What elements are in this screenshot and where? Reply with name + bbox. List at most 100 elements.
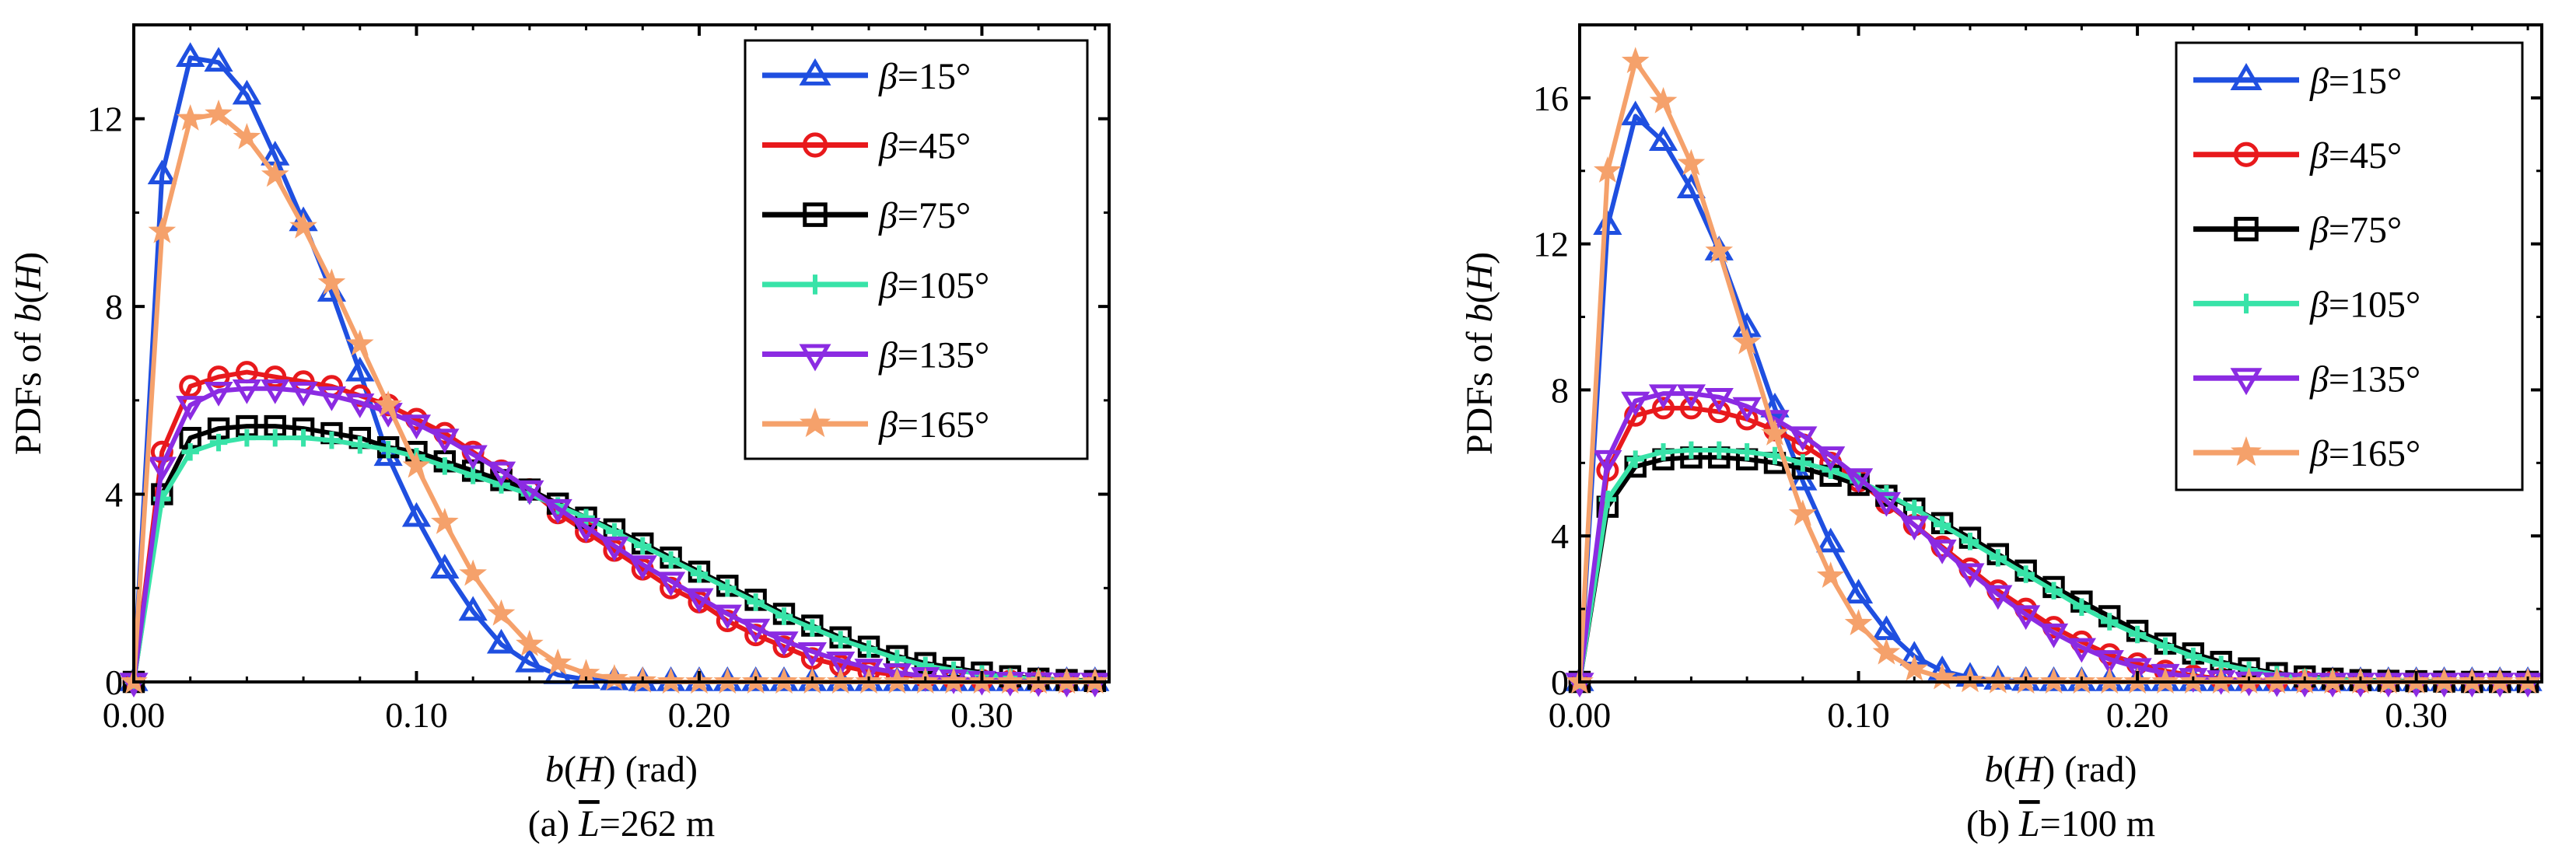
data-point <box>854 659 884 683</box>
data-point <box>628 555 657 581</box>
legend-item-5: β=165° <box>762 404 989 446</box>
data-point <box>431 508 459 534</box>
data-point <box>289 212 317 239</box>
data-point <box>543 498 572 524</box>
data-point <box>317 268 346 295</box>
legend-marker <box>2231 436 2262 467</box>
data-point <box>458 445 488 470</box>
x-tick-label: 0.30 <box>950 695 1013 735</box>
data-point <box>1705 236 1734 264</box>
x-tick-label: 0.10 <box>1827 695 1890 735</box>
data-point <box>1955 563 1985 589</box>
data-point <box>826 652 856 676</box>
legend-marker <box>2230 368 2263 396</box>
data-point <box>1989 549 2007 567</box>
data-point <box>458 596 488 621</box>
legend-item-2: β=75° <box>2193 210 2402 251</box>
data-point <box>207 365 230 389</box>
data-point <box>1984 666 2012 694</box>
data-point <box>882 663 912 688</box>
data-point <box>233 123 261 150</box>
y-tick-label: 0 <box>1551 662 1569 702</box>
data-point <box>775 607 793 625</box>
data-point <box>690 565 709 583</box>
data-point <box>2123 658 2152 683</box>
legend-box <box>2175 41 2524 491</box>
data-point <box>1816 561 1845 589</box>
data-point <box>1679 397 1703 420</box>
data-point <box>1760 392 1790 418</box>
data-point <box>205 99 233 126</box>
data-point <box>544 648 572 676</box>
data-point <box>181 443 199 461</box>
x-tick-label: 0.10 <box>385 695 448 735</box>
data-point <box>600 537 629 561</box>
legend-item-0: β=15° <box>2193 61 2402 102</box>
data-point <box>1843 468 1874 494</box>
data-point <box>1593 210 1622 235</box>
data-point <box>1707 400 1731 424</box>
data-point <box>1735 407 1759 431</box>
data-point <box>1843 579 1874 604</box>
data-point <box>1788 426 1818 452</box>
data-point <box>147 159 177 184</box>
y-tick-label: 8 <box>105 287 123 327</box>
data-point <box>176 103 205 131</box>
data-point <box>1761 419 1789 446</box>
x-tick-label: 0.20 <box>668 695 731 735</box>
data-point <box>656 572 686 597</box>
data-point <box>801 614 824 637</box>
y-tick-label: 4 <box>1551 516 1569 556</box>
data-point <box>1899 516 1929 541</box>
data-point <box>1677 149 1706 176</box>
data-point <box>289 381 318 407</box>
data-point <box>204 47 233 72</box>
data-point <box>266 428 284 447</box>
data-point <box>712 604 742 630</box>
data-point <box>1983 585 2013 610</box>
y-axis-label: PDFs of b(H) <box>1459 252 1500 455</box>
data-point <box>261 160 289 187</box>
data-point <box>264 414 286 438</box>
data-point <box>1847 474 1870 496</box>
data-point <box>2073 598 2091 617</box>
legend-label: β=135° <box>2309 358 2420 400</box>
x-axis-label: b(H) (rad) <box>545 749 698 790</box>
data-point <box>684 588 714 614</box>
data-point <box>1704 388 1734 413</box>
legend-item-0: β=15° <box>762 56 971 97</box>
data-point <box>857 635 880 658</box>
plot-frame <box>1578 23 2543 683</box>
data-point <box>831 631 849 648</box>
data-point <box>2039 623 2069 648</box>
data-point <box>1789 499 1817 526</box>
legend-item-3: β=105° <box>2193 284 2420 325</box>
data-point <box>1816 527 1846 553</box>
data-point <box>797 642 827 667</box>
data-point <box>1733 327 1761 355</box>
data-point <box>207 417 230 440</box>
data-point <box>294 428 313 447</box>
data-point <box>204 381 233 407</box>
data-point <box>571 518 601 543</box>
y-tick-label: 0 <box>105 662 123 702</box>
legend-marker <box>2230 62 2263 90</box>
data-point <box>401 502 432 527</box>
legend-label: β=75° <box>2309 210 2402 251</box>
panel-caption: (b) L=100 m <box>1966 803 2155 844</box>
data-point <box>232 79 262 105</box>
legend-item-1: β=45° <box>762 126 971 167</box>
legend-label: β=105° <box>878 265 989 306</box>
data-point <box>179 375 202 398</box>
data-point <box>2433 670 2455 693</box>
data-point <box>1654 443 1672 461</box>
data-point <box>402 451 431 478</box>
data-point <box>1961 533 1979 551</box>
data-point <box>719 579 737 597</box>
x-tick-label: 0.30 <box>2385 695 2448 735</box>
legend-item-3: β=105° <box>762 265 989 306</box>
y-tick-label: 4 <box>105 475 123 515</box>
data-point <box>1871 615 1902 641</box>
data-point <box>148 216 177 243</box>
legend-item-1: β=45° <box>2193 135 2402 177</box>
